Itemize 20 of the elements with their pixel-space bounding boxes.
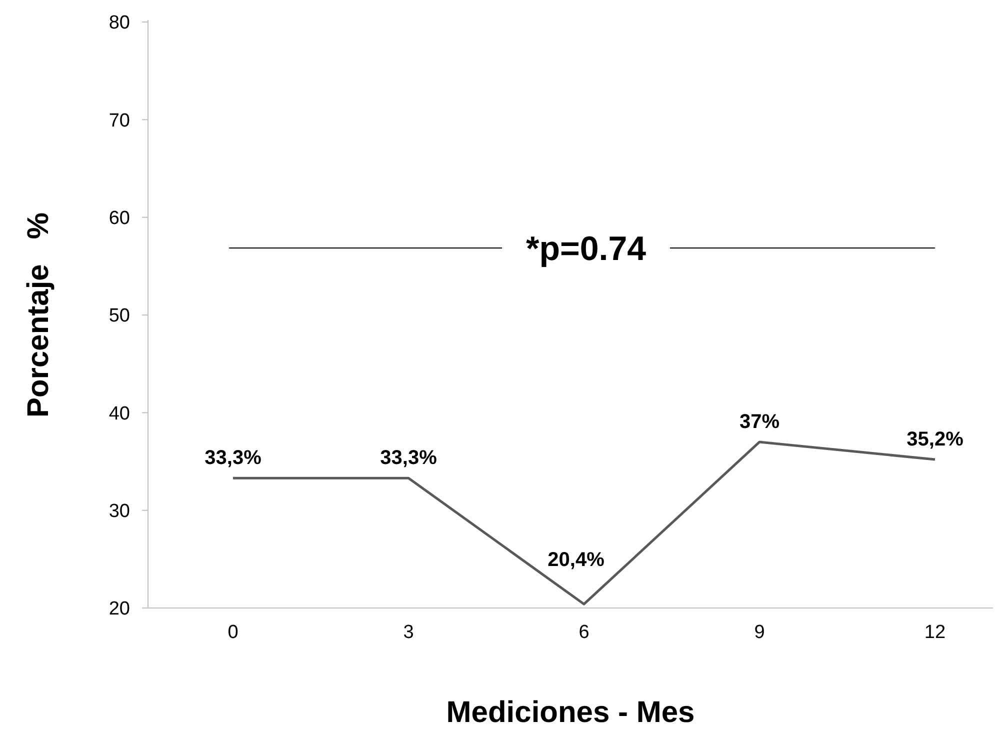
- y-tick-label: 40: [108, 403, 130, 424]
- y-axis-title: Porcentaje %: [22, 212, 55, 418]
- x-tick-label: 6: [578, 622, 590, 643]
- data-label: 33,3%: [204, 447, 262, 470]
- x-axis-title: Mediciones - Mes: [446, 696, 695, 729]
- y-tick-label: 60: [108, 208, 130, 229]
- x-tick-label: 12: [924, 622, 946, 643]
- x-tick-label: 3: [403, 622, 414, 643]
- data-label: 37%: [739, 410, 780, 433]
- data-label: 33,3%: [380, 447, 438, 470]
- x-tick-label: 0: [228, 622, 238, 643]
- y-tick-label: 20: [108, 598, 130, 620]
- y-tick-label: 70: [108, 110, 130, 132]
- x-tick-label: 9: [754, 622, 765, 643]
- y-tick-label: 50: [108, 306, 130, 327]
- annotation: *p=0.74: [526, 230, 646, 268]
- y-tick-label: 80: [108, 12, 130, 34]
- y-tick-label: 30: [108, 500, 130, 522]
- data-label: 20,4%: [548, 549, 605, 572]
- data-label: 35,2%: [906, 428, 964, 451]
